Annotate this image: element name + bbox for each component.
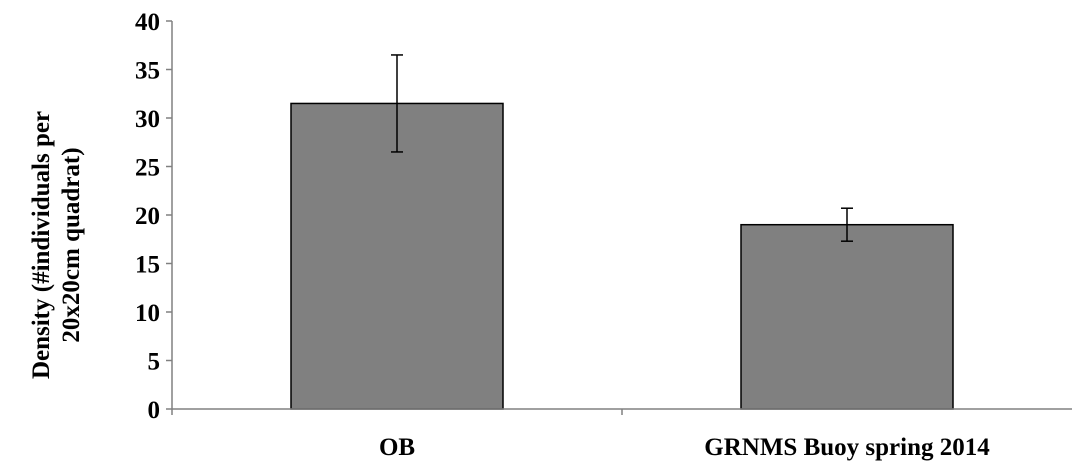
- y-tick-label-25: 25: [135, 155, 160, 182]
- y-tick-label-10: 10: [135, 300, 160, 327]
- y-tick-label-5: 5: [148, 349, 161, 376]
- bar-ob: [290, 102, 504, 410]
- y-axis-title-line-2: 20x20cm quadrat): [58, 147, 85, 342]
- error-bar-1: [841, 207, 853, 242]
- bars-layer: [290, 102, 954, 410]
- y-tick-label-20: 20: [135, 203, 160, 230]
- y-tick-label-15: 15: [135, 252, 160, 279]
- x-category-label-1: GRNMS Buoy spring 2014: [704, 434, 990, 461]
- error-bar-0: [391, 54, 403, 153]
- error-bars-layer: [391, 54, 853, 242]
- axes-layer: [166, 20, 1072, 415]
- y-tick-label-35: 35: [135, 58, 160, 85]
- x-category-labels: OB GRNMS Buoy spring 2014: [379, 434, 990, 461]
- y-axis-title: Density (#individuals per 20x20cm quadra…: [28, 111, 85, 379]
- y-tick-label-30: 30: [135, 106, 160, 133]
- y-tick-labels: 0 5 10 15 20 25 30 35 40: [135, 9, 160, 424]
- y-tick-label-40: 40: [135, 9, 160, 36]
- y-axis-title-line-1: Density (#individuals per: [28, 111, 55, 379]
- x-category-label-0: OB: [379, 434, 415, 461]
- y-tick-label-0: 0: [148, 397, 161, 424]
- bar-grnms-buoy-spring-2014: [740, 223, 954, 410]
